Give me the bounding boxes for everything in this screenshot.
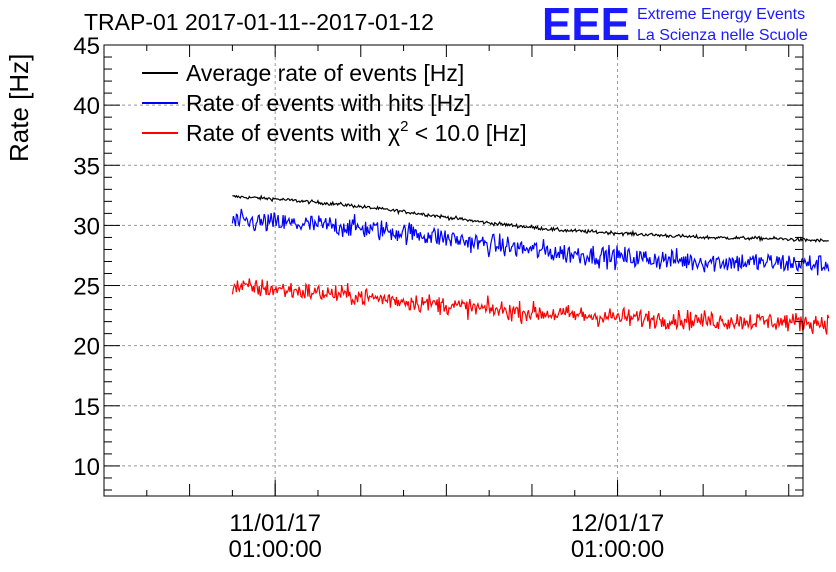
series-line-0 [232,194,829,243]
legend-label-chi2: Rate of events with χ2 < 10.0 [Hz] [186,118,527,146]
grid [104,45,803,496]
y-axis-title: Rate [Hz] [4,54,34,162]
y-tick-label: 40 [73,93,100,120]
y-tick-label: 10 [73,454,100,481]
legend-entry-hits: Rate of events with hits [Hz] [142,90,471,116]
y-tick-label: 25 [73,274,100,301]
axes: 101520253035404511/01/1701:00:0012/01/17… [73,33,803,563]
y-tick-label: 45 [73,33,100,60]
x-tick-time: 01:00:00 [571,536,664,563]
legend-entry-average: Average rate of events [Hz] [142,60,464,86]
chart-title: TRAP-01 2017-01-11--2017-01-12 [84,9,434,35]
series-line-2 [231,278,830,335]
eee-logo: EEE Extreme Energy Events La Scienza nel… [542,0,808,50]
legend-entry-chi2: Rate of events with χ2 < 10.0 [Hz] [142,118,527,146]
logo-line-2: La Scienza nelle Scuole [637,27,808,44]
y-tick-label: 15 [73,394,100,421]
legend-label-average: Average rate of events [Hz] [186,60,464,86]
y-tick-label: 35 [73,153,100,180]
plot-frame [103,44,804,497]
logo-line-1: Extreme Energy Events [637,6,805,23]
x-tick-date: 11/01/17 [229,510,321,537]
logo-mark: EEE [542,0,630,50]
series-layer [231,194,830,335]
legend: Average rate of events [Hz] Rate of even… [142,60,527,146]
x-tick-date: 12/01/17 [571,510,664,537]
y-tick-label: 30 [73,213,100,240]
x-tick-time: 01:00:00 [228,536,321,563]
legend-label-hits: Rate of events with hits [Hz] [186,90,471,116]
y-tick-label: 20 [73,334,100,361]
series-line-1 [231,208,830,276]
